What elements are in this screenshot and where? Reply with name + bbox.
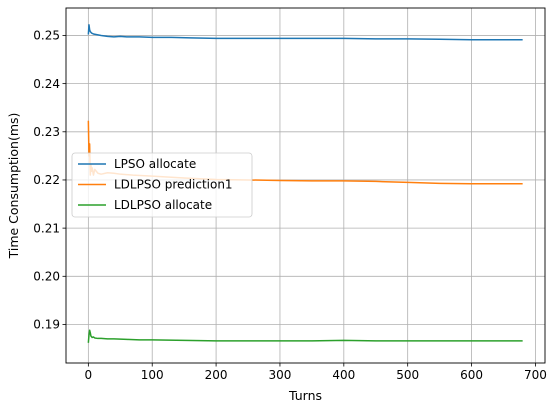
- plot-frame: [65, 7, 546, 364]
- x-tick-label: 100: [141, 368, 164, 382]
- x-tick-label: 400: [332, 368, 355, 382]
- series-line-1: [87, 24, 523, 41]
- x-axis-label: Turns: [288, 388, 322, 403]
- x-tick-label: 600: [460, 368, 483, 382]
- series-line-3: [87, 329, 523, 343]
- legend-label: LDLPSO prediction1: [114, 178, 233, 192]
- x-tick-label: 500: [396, 368, 419, 382]
- x-tick-label: 0: [85, 368, 93, 382]
- y-tick-label: 0.21: [33, 221, 60, 235]
- y-axis-label: Time Consumption(ms): [6, 113, 21, 260]
- legend-label: LPSO allocate: [114, 157, 196, 171]
- x-tick-label: 300: [269, 368, 292, 382]
- legend-label: LDLPSO allocate: [114, 198, 212, 212]
- y-tick-label: 0.22: [33, 173, 60, 187]
- legend-box: [71, 152, 253, 218]
- x-tick-label: 700: [524, 368, 547, 382]
- grid: [66, 8, 545, 363]
- x-axis-ticks: 0 100 200 300 400 500 600 700: [85, 363, 547, 382]
- y-tick-label: 0.19: [33, 318, 60, 332]
- x-tick-label: 200: [205, 368, 228, 382]
- y-tick-label: 0.23: [33, 125, 60, 139]
- y-tick-label: 0.25: [33, 29, 60, 43]
- y-tick-label: 0.24: [33, 77, 60, 91]
- y-axis-ticks: 0.19 0.20 0.21 0.22 0.23 0.24 0.25: [33, 29, 66, 332]
- y-tick-label: 0.20: [33, 269, 60, 283]
- legend: LPSO allocate LDLPSO prediction1 LDLPSO al…: [71, 152, 253, 218]
